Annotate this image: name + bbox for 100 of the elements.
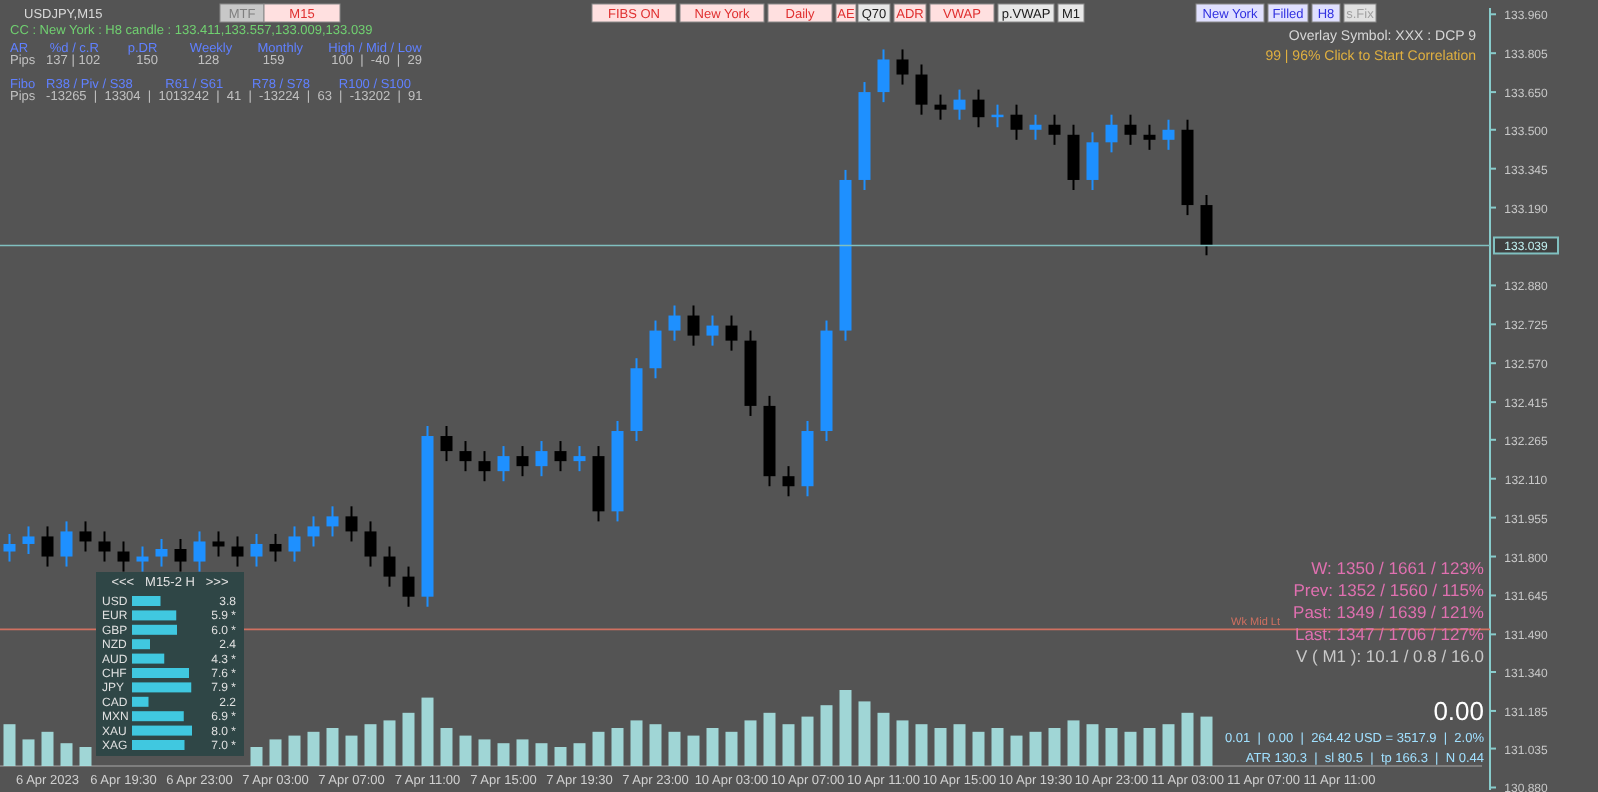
- candlestick: [1048, 113, 1061, 146]
- bar: [972, 731, 985, 766]
- bar: [132, 653, 165, 664]
- bar: [858, 701, 871, 766]
- bar: [250, 747, 263, 766]
- candlestick: [60, 520, 73, 568]
- bar: [3, 724, 16, 766]
- bar: [132, 725, 192, 736]
- candlestick: [136, 545, 149, 573]
- bar: [132, 624, 177, 635]
- bar: [839, 690, 852, 766]
- candlestick: [1124, 113, 1137, 146]
- bar: [649, 724, 662, 766]
- bar: [132, 682, 192, 693]
- candlestick: [459, 440, 472, 473]
- candlestick: [934, 93, 947, 121]
- bar: [326, 728, 339, 766]
- candlestick: [440, 424, 453, 463]
- bar: [459, 735, 472, 766]
- annotation: W: 1350 / 1661 / 123%: [1311, 558, 1485, 578]
- candlestick: [212, 530, 225, 558]
- bar: [1067, 720, 1080, 766]
- annotation: V ( M1 ): 10.1 / 0.8 / 16.0: [1295, 646, 1485, 666]
- candlestick: [687, 304, 700, 347]
- candlestick: [345, 505, 358, 543]
- bar: [687, 735, 700, 766]
- bar: [132, 596, 161, 606]
- bar: [307, 731, 320, 766]
- candlestick: [516, 445, 529, 478]
- bar: [22, 739, 35, 766]
- bar: [132, 610, 177, 621]
- candlestick: [953, 88, 966, 121]
- candlestick: [174, 537, 187, 573]
- candlestick: [1067, 123, 1080, 192]
- bar: [1162, 724, 1175, 766]
- bar: [1124, 731, 1137, 766]
- candlestick: [79, 520, 92, 553]
- bar: [1029, 731, 1042, 766]
- candlestick: [98, 530, 111, 563]
- candlestick: [497, 445, 510, 483]
- candlestick: [250, 532, 263, 568]
- bar: [364, 724, 377, 766]
- bar: [1143, 728, 1156, 766]
- bar: [668, 731, 681, 766]
- candlestick: [1200, 194, 1213, 257]
- bar: [763, 712, 776, 766]
- bar: [782, 724, 795, 766]
- bar: [725, 731, 738, 766]
- bar: [896, 720, 909, 766]
- candlestick: [896, 48, 909, 86]
- candlestick: [1029, 113, 1042, 141]
- candlestick: [782, 465, 795, 498]
- bar: [801, 716, 814, 766]
- bar: [79, 747, 92, 766]
- candlestick: [231, 535, 244, 568]
- candlestick: [307, 515, 320, 548]
- candlestick: [269, 532, 282, 563]
- bar: [611, 728, 624, 766]
- bar: [345, 735, 358, 766]
- candlestick: [326, 505, 339, 538]
- candlestick: [288, 525, 301, 563]
- bar: [132, 668, 189, 678]
- candlestick: [554, 440, 567, 473]
- candlestick: [668, 304, 681, 342]
- bar: [934, 728, 947, 766]
- bar: [1200, 716, 1213, 766]
- candlestick: [1105, 113, 1118, 154]
- bar: [60, 743, 73, 766]
- candlestick: [193, 530, 206, 573]
- bar: [132, 711, 184, 722]
- candlestick: [41, 525, 54, 568]
- bar: [953, 724, 966, 766]
- bar: [915, 724, 928, 766]
- candlestick: [972, 88, 985, 129]
- candlestick: [877, 48, 890, 104]
- candlestick: [915, 63, 928, 116]
- annotation: Prev: 1352 / 1560 / 115%: [1293, 580, 1485, 600]
- candlestick: [383, 545, 396, 588]
- bar: [383, 720, 396, 766]
- candlestick: [117, 540, 130, 573]
- bar: [744, 720, 757, 766]
- candlestick: [22, 525, 35, 556]
- candlestick: [1010, 103, 1023, 141]
- annotation: Last: 1347 / 1706 / 127%: [1294, 624, 1485, 644]
- bar: [478, 739, 491, 766]
- bar: [573, 743, 586, 766]
- bar: [592, 731, 605, 766]
- candlestick: [3, 532, 16, 563]
- candlestick: [573, 445, 586, 473]
- annotation: 0.00: [1433, 696, 1484, 726]
- candlestick: [1143, 123, 1156, 151]
- annotation: Past: 1349 / 1639 / 121%: [1293, 602, 1485, 622]
- candlestick: [1162, 118, 1175, 151]
- candlestick: [725, 314, 738, 352]
- candlestick: [706, 314, 719, 347]
- candlestick: [155, 537, 168, 568]
- bar: [516, 739, 529, 766]
- candlestick: [535, 440, 548, 478]
- bar: [1010, 735, 1023, 766]
- candlestick: [402, 565, 415, 608]
